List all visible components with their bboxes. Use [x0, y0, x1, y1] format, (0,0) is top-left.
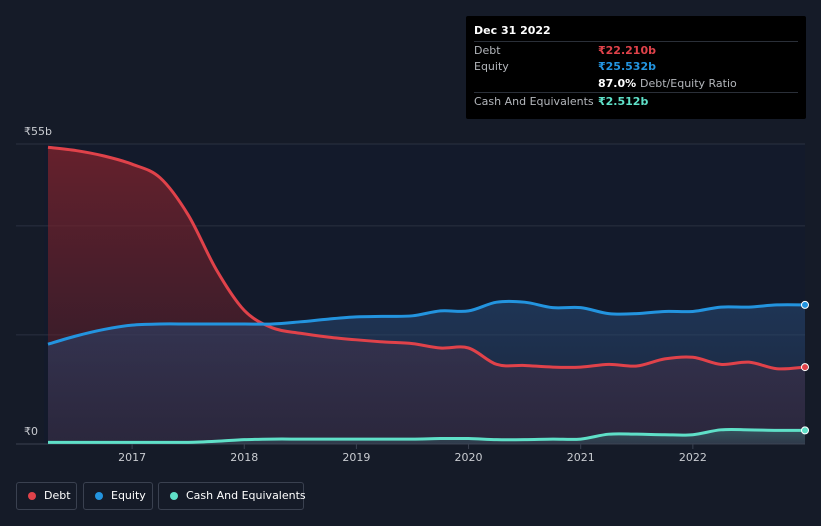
cash-line [48, 427, 806, 444]
tooltip-row-equity: Equity ₹25.532b [474, 58, 798, 75]
legend-equity-label: Equity [111, 489, 146, 502]
x-axis: 2017 2018 2019 2020 2021 2022 [118, 444, 707, 464]
series-lines [47, 145, 806, 444]
legend-item-cash[interactable]: Cash And Equivalents [158, 482, 306, 510]
equity-area [48, 301, 805, 444]
series-end-markers [801, 300, 809, 435]
x-tick-label: 2022 [679, 451, 707, 464]
tooltip-equity-value: ₹25.532b [598, 60, 656, 73]
cash-end-marker [801, 426, 809, 435]
tooltip-date: Dec 31 2022 [474, 24, 551, 37]
legend-cash-dot-icon [170, 492, 178, 500]
x-tick-label: 2020 [455, 451, 483, 464]
tooltip-row-ratio: 87.0% Debt/Equity Ratio [474, 75, 798, 92]
legend-equity-dot-icon [95, 492, 103, 500]
x-tick-label: 2019 [342, 451, 370, 464]
tooltip-debt-label: Debt [474, 44, 501, 57]
debt-line [47, 145, 806, 371]
y-tick-label-max: ₹55b [24, 125, 52, 138]
tooltip-panel: Dec 31 2022 Debt ₹22.210b Equity ₹25.532… [466, 16, 806, 119]
legend-item-equity[interactable]: Equity [83, 482, 153, 510]
tooltip-ratio-label: Debt/Equity Ratio [640, 77, 737, 90]
tooltip-debt-value: ₹22.210b [598, 44, 656, 57]
legend-cash-label: Cash And Equivalents [186, 489, 306, 502]
x-tick-label: 2021 [567, 451, 595, 464]
debt-end-marker [801, 363, 809, 372]
tooltip-cash-value: ₹2.512b [598, 95, 649, 108]
y-tick-label-zero: ₹0 [24, 425, 38, 438]
tooltip-cash-label: Cash And Equivalents [474, 95, 594, 108]
legend-item-debt[interactable]: Debt [16, 482, 77, 510]
x-tick-label: 2018 [230, 451, 258, 464]
tooltip-equity-label: Equity [474, 60, 509, 73]
equity-end-marker [801, 300, 809, 309]
legend-debt-dot-icon [28, 492, 36, 500]
tooltip-row-cash: Cash And Equivalents ₹2.512b [474, 92, 798, 110]
equity-line [47, 299, 806, 346]
tooltip-row-debt: Debt ₹22.210b [474, 41, 798, 59]
legend-debt-label: Debt [44, 489, 71, 502]
tooltip-ratio-value: 87.0% [598, 77, 637, 90]
tooltip-ratio: 87.0% Debt/Equity Ratio [598, 77, 737, 90]
x-tick-label: 2017 [118, 451, 146, 464]
